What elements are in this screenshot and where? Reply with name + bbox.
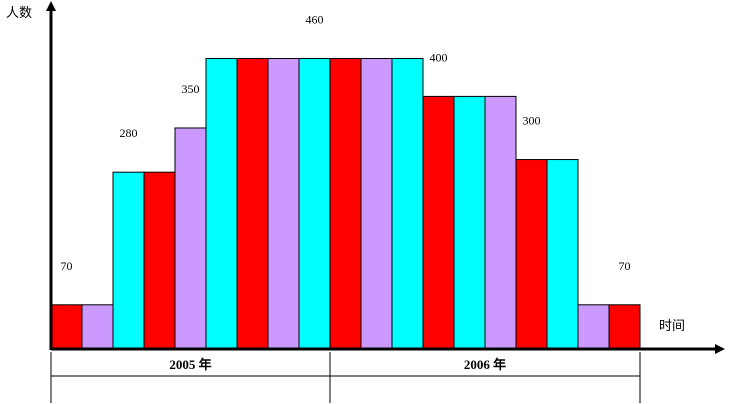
data-labels-group: 70 280 350 460 400 300 70 — [61, 13, 631, 273]
data-label: 70 — [619, 259, 631, 273]
data-label: 300 — [523, 114, 541, 128]
x-axis-label: 时间 — [659, 318, 685, 333]
bar-5 — [174, 127, 207, 350]
bar-7 — [236, 58, 269, 350]
bar-17 — [546, 159, 579, 350]
bars-group — [50, 58, 641, 350]
year-label: 2005 年 — [169, 357, 211, 372]
bar-11 — [360, 58, 393, 350]
bar-10 — [329, 58, 362, 350]
bar-1 — [50, 304, 83, 350]
bar-2 — [81, 304, 114, 350]
year-groups: 2005 年 2006 年 — [50, 352, 641, 403]
bar-13 — [422, 95, 455, 350]
bar-14 — [453, 95, 486, 350]
bar-18 — [577, 304, 610, 350]
data-label: 70 — [61, 259, 73, 273]
data-label: 460 — [306, 13, 324, 27]
data-label: 350 — [182, 82, 200, 96]
y-axis-label: 人数 — [6, 5, 32, 20]
year-label: 2006 年 — [464, 357, 506, 372]
bar-6 — [205, 58, 238, 350]
bar-9 — [298, 58, 331, 350]
bar-16 — [515, 159, 548, 350]
data-label: 280 — [120, 126, 138, 140]
bar-8 — [267, 58, 300, 350]
bar-4 — [143, 171, 176, 350]
bar-3 — [112, 171, 145, 350]
bar-15 — [484, 95, 517, 350]
bar-12 — [391, 58, 424, 350]
data-label: 400 — [430, 50, 448, 64]
bar-19 — [608, 304, 641, 350]
